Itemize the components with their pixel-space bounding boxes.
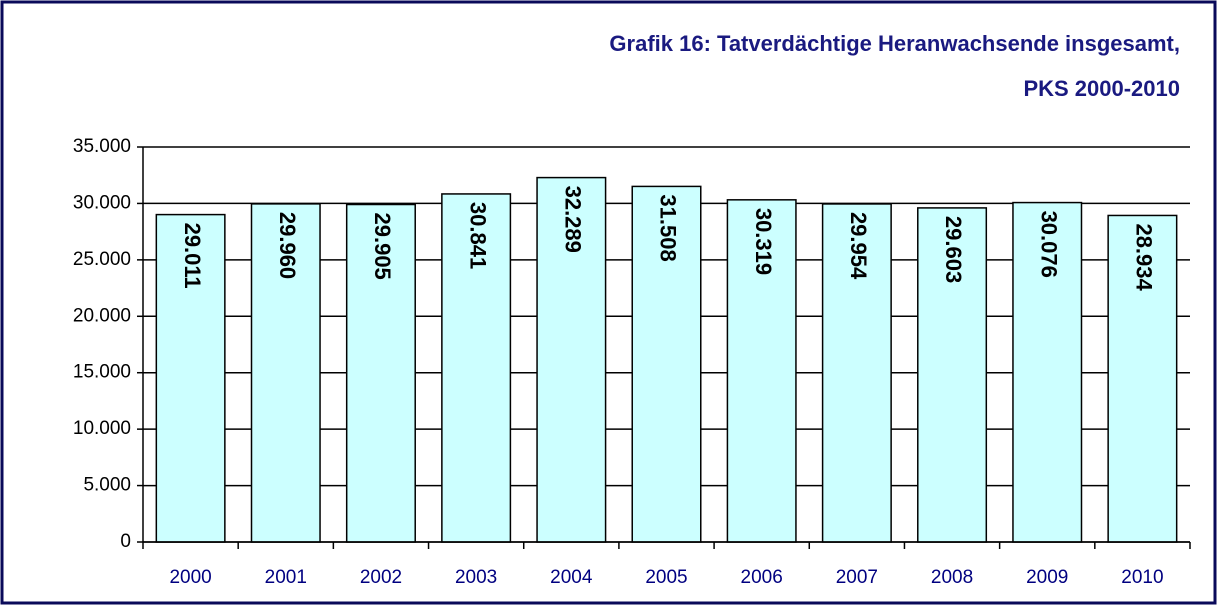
data-label: 31.508 <box>656 194 681 261</box>
y-tick-label: 30.000 <box>73 192 131 213</box>
data-label: 29.905 <box>370 213 395 280</box>
x-tick-label: 2008 <box>931 567 973 588</box>
bar <box>1012 201 1083 543</box>
data-label: 29.954 <box>846 212 871 280</box>
y-tick-label: 20.000 <box>73 305 131 326</box>
bar <box>631 185 702 543</box>
bar <box>250 203 321 543</box>
x-tick-label: 2001 <box>265 567 307 588</box>
x-tick-label: 2002 <box>360 567 402 588</box>
x-tick-label: 2003 <box>455 567 497 588</box>
data-label: 30.841 <box>465 202 490 269</box>
x-tick-label: 2010 <box>1121 567 1163 588</box>
x-tick-label: 2004 <box>550 567 593 588</box>
x-tick-label: 2007 <box>836 567 878 588</box>
bar <box>345 203 416 543</box>
y-tick-label: 15.000 <box>73 362 131 383</box>
x-tick-label: 2000 <box>169 567 211 588</box>
y-tick-label: 25.000 <box>73 249 131 270</box>
chart-title: Grafik 16: Tatverdächtige Heranwachsende… <box>609 31 1180 56</box>
data-label: 28.934 <box>1132 223 1157 291</box>
y-tick-label: 35.000 <box>73 136 131 157</box>
data-label: 30.076 <box>1036 211 1061 278</box>
bar <box>917 207 988 543</box>
bar <box>821 203 892 543</box>
bar <box>536 176 607 543</box>
x-tick-label: 2006 <box>741 567 783 588</box>
x-tick-label: 2005 <box>645 567 687 588</box>
data-label: 30.319 <box>751 208 776 275</box>
bar <box>155 213 226 543</box>
y-tick-label: 10.000 <box>73 418 131 439</box>
data-label: 32.289 <box>561 186 586 253</box>
y-tick-label: 5.000 <box>83 475 131 496</box>
bar <box>726 199 797 543</box>
bar <box>1107 214 1178 543</box>
data-label: 29.603 <box>941 216 966 283</box>
data-label: 29.960 <box>275 212 300 279</box>
y-tick-label: 0 <box>120 531 131 552</box>
data-label: 29.011 <box>180 223 205 289</box>
x-tick-label: 2009 <box>1026 567 1068 588</box>
chart-title: PKS 2000-2010 <box>1023 76 1180 101</box>
